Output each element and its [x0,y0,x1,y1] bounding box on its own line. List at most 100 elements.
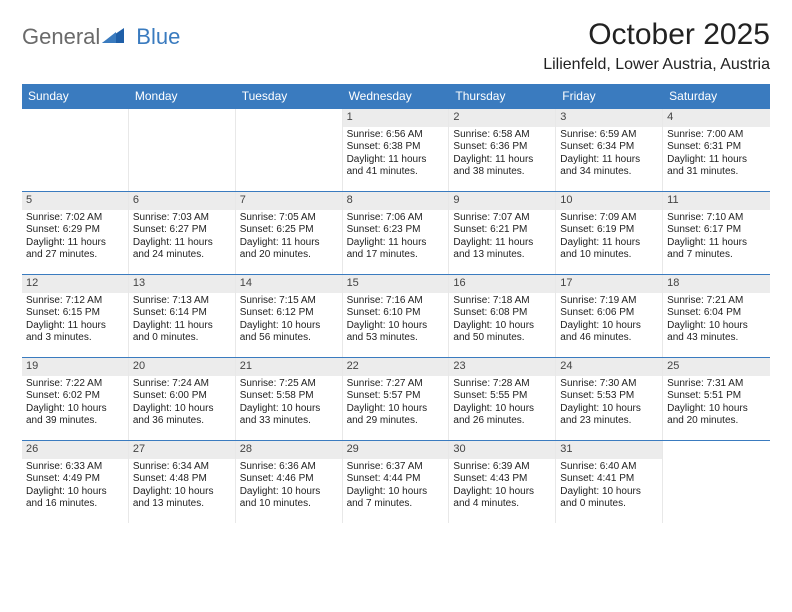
day-number: 2 [449,109,555,127]
day-cell: 1Sunrise: 6:56 AMSunset: 6:38 PMDaylight… [343,109,450,191]
daylight-text: Daylight: 11 hours and 13 minutes. [453,237,551,262]
sunset-text: Sunset: 6:00 PM [133,390,231,403]
sunrise-text: Sunrise: 7:30 AM [560,378,658,391]
day-number: 12 [22,275,128,293]
sun-info: Sunrise: 7:10 AMSunset: 6:17 PMDaylight:… [667,212,766,262]
sunset-text: Sunset: 5:58 PM [240,390,338,403]
day-number: 9 [449,192,555,210]
week-row: 19Sunrise: 7:22 AMSunset: 6:02 PMDayligh… [22,357,770,440]
day-of-week-header: Sunday Monday Tuesday Wednesday Thursday… [22,84,770,108]
dow-tuesday: Tuesday [236,84,343,108]
day-number: 8 [343,192,449,210]
sunset-text: Sunset: 6:21 PM [453,224,551,237]
sunset-text: Sunset: 6:15 PM [26,307,124,320]
day-number: 11 [663,192,770,210]
sunrise-text: Sunrise: 7:12 AM [26,295,124,308]
daylight-text: Daylight: 10 hours and 50 minutes. [453,320,551,345]
day-cell: 20Sunrise: 7:24 AMSunset: 6:00 PMDayligh… [129,358,236,440]
logo-triangle-icon [102,26,124,49]
sunset-text: Sunset: 4:48 PM [133,473,231,486]
sunset-text: Sunset: 6:31 PM [667,141,766,154]
daylight-text: Daylight: 10 hours and 16 minutes. [26,486,124,511]
day-cell: 3Sunrise: 6:59 AMSunset: 6:34 PMDaylight… [556,109,663,191]
week-row: 1Sunrise: 6:56 AMSunset: 6:38 PMDaylight… [22,108,770,191]
daylight-text: Daylight: 10 hours and 26 minutes. [453,403,551,428]
sunset-text: Sunset: 4:44 PM [347,473,445,486]
sunrise-text: Sunrise: 6:36 AM [240,461,338,474]
daylight-text: Daylight: 10 hours and 36 minutes. [133,403,231,428]
sunrise-text: Sunrise: 7:27 AM [347,378,445,391]
daylight-text: Daylight: 10 hours and 29 minutes. [347,403,445,428]
day-number: 27 [129,441,235,459]
location-text: Lilienfeld, Lower Austria, Austria [543,56,770,74]
sunset-text: Sunset: 6:08 PM [453,307,551,320]
day-number: 19 [22,358,128,376]
day-number: 14 [236,275,342,293]
daylight-text: Daylight: 10 hours and 56 minutes. [240,320,338,345]
sun-info: Sunrise: 6:33 AMSunset: 4:49 PMDaylight:… [26,461,124,511]
sunrise-text: Sunrise: 7:06 AM [347,212,445,225]
sunrise-text: Sunrise: 7:22 AM [26,378,124,391]
daylight-text: Daylight: 11 hours and 41 minutes. [347,154,445,179]
sun-info: Sunrise: 7:03 AMSunset: 6:27 PMDaylight:… [133,212,231,262]
week-row: 26Sunrise: 6:33 AMSunset: 4:49 PMDayligh… [22,440,770,523]
sunset-text: Sunset: 6:25 PM [240,224,338,237]
sunset-text: Sunset: 5:53 PM [560,390,658,403]
sun-info: Sunrise: 7:00 AMSunset: 6:31 PMDaylight:… [667,129,766,179]
day-cell: 25Sunrise: 7:31 AMSunset: 5:51 PMDayligh… [663,358,770,440]
daylight-text: Daylight: 10 hours and 0 minutes. [560,486,658,511]
daylight-text: Daylight: 11 hours and 3 minutes. [26,320,124,345]
sun-info: Sunrise: 6:39 AMSunset: 4:43 PMDaylight:… [453,461,551,511]
day-cell: 28 Sunrise: 6:36 AMSunset: 4:46 PMDayligh… [236,441,343,523]
sunrise-text: Sunrise: 7:07 AM [453,212,551,225]
daylight-text: Daylight: 11 hours and 20 minutes. [240,237,338,262]
sunrise-text: Sunrise: 6:39 AM [453,461,551,474]
sunset-text: Sunset: 4:46 PM [240,473,338,486]
day-number: 17 [556,275,662,293]
sun-info: Sunrise: 6:56 AMSunset: 6:38 PMDaylight:… [347,129,445,179]
daylight-text: Daylight: 11 hours and 27 minutes. [26,237,124,262]
day-number: 18 [663,275,770,293]
day-number: 22 [343,358,449,376]
sunset-text: Sunset: 4:43 PM [453,473,551,486]
sunrise-text: Sunrise: 6:56 AM [347,129,445,142]
daylight-text: Daylight: 11 hours and 24 minutes. [133,237,231,262]
weeks-container: 1Sunrise: 6:56 AMSunset: 6:38 PMDaylight… [22,108,770,523]
day-cell: 18Sunrise: 7:21 AMSunset: 6:04 PMDayligh… [663,275,770,357]
day-cell: 13Sunrise: 7:13 AMSunset: 6:14 PMDayligh… [129,275,236,357]
sun-info: Sunrise: 7:02 AMSunset: 6:29 PMDaylight:… [26,212,124,262]
sunrise-text: Sunrise: 7:18 AM [453,295,551,308]
sunset-text: Sunset: 4:49 PM [26,473,124,486]
daylight-text: Daylight: 10 hours and 23 minutes. [560,403,658,428]
day-number: 29 [343,441,449,459]
day-cell: 30Sunrise: 6:39 AMSunset: 4:43 PMDayligh… [449,441,556,523]
daylight-text: Daylight: 10 hours and 20 minutes. [667,403,766,428]
sunrise-text: Sunrise: 7:16 AM [347,295,445,308]
sun-info: Sunrise: 7:28 AMSunset: 5:55 PMDaylight:… [453,378,551,428]
sun-info: Sunrise: 6:36 AMSunset: 4:46 PMDaylight:… [240,461,338,511]
logo: General Blue [22,18,180,50]
daylight-text: Daylight: 11 hours and 7 minutes. [667,237,766,262]
day-number: 23 [449,358,555,376]
sunset-text: Sunset: 4:41 PM [560,473,658,486]
sunset-text: Sunset: 6:12 PM [240,307,338,320]
sun-info: Sunrise: 7:30 AMSunset: 5:53 PMDaylight:… [560,378,658,428]
day-number: 20 [129,358,235,376]
day-cell: 9 Sunrise: 7:07 AMSunset: 6:21 PMDaylight… [449,192,556,274]
day-number: 3 [556,109,662,127]
day-number: 7 [236,192,342,210]
day-number: 13 [129,275,235,293]
sun-info: Sunrise: 7:27 AMSunset: 5:57 PMDaylight:… [347,378,445,428]
week-row: 12Sunrise: 7:12 AMSunset: 6:15 PMDayligh… [22,274,770,357]
day-cell: 10Sunrise: 7:09 AMSunset: 6:19 PMDayligh… [556,192,663,274]
day-number: 28 [236,441,342,459]
daylight-text: Daylight: 11 hours and 0 minutes. [133,320,231,345]
sunrise-text: Sunrise: 6:40 AM [560,461,658,474]
day-cell [22,109,129,191]
sunset-text: Sunset: 6:34 PM [560,141,658,154]
title-block: October 2025 Lilienfeld, Lower Austria, … [543,18,770,74]
daylight-text: Daylight: 10 hours and 43 minutes. [667,320,766,345]
sun-info: Sunrise: 6:40 AMSunset: 4:41 PMDaylight:… [560,461,658,511]
sunset-text: Sunset: 5:55 PM [453,390,551,403]
day-cell: 6Sunrise: 7:03 AMSunset: 6:27 PMDaylight… [129,192,236,274]
